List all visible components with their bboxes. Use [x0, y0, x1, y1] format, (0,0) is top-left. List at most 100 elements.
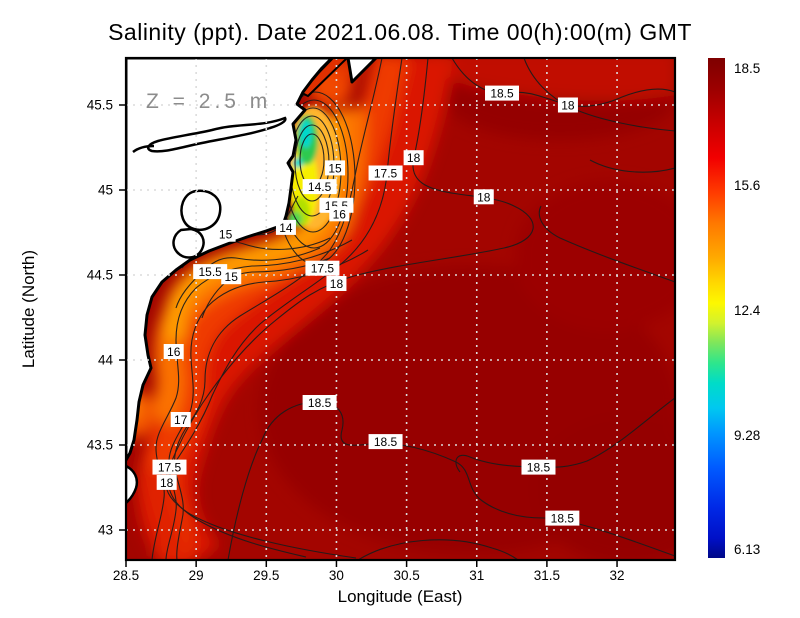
- lagoon-branch: [132, 144, 155, 154]
- lagoon-razelm: [146, 116, 287, 153]
- x-axis: 28.5 29 29.5 30 30.5 31 31.5 32: [113, 560, 625, 583]
- contour-label: 18: [403, 150, 424, 166]
- contour-label-box: [305, 260, 340, 276]
- y-tick-label: 44.5: [87, 268, 113, 283]
- x-axis-title: Longitude (East): [338, 587, 463, 606]
- map-border: [124, 56, 677, 562]
- x-tick-label: 29.5: [253, 568, 279, 583]
- contour-label: 18: [557, 97, 578, 113]
- cape-land: [126, 464, 139, 505]
- contour-label-box: [221, 269, 242, 285]
- contour-label-text: 15: [225, 270, 239, 284]
- contour-label-box: [545, 510, 580, 526]
- contour-label-box: [275, 219, 296, 235]
- contour-label-text: 14: [279, 221, 293, 235]
- x-tick-label: 31: [469, 568, 484, 583]
- contour-label-box: [170, 412, 191, 427]
- contour-label: 18.5: [368, 434, 403, 450]
- y-axis-title: Latitude (North): [19, 250, 38, 368]
- contour-label-text: 18.5: [374, 435, 398, 449]
- y-tick-label: 43: [98, 523, 113, 538]
- coastline-land: [126, 58, 378, 505]
- contour-label-box: [473, 189, 494, 205]
- contour-label: 18.5: [485, 85, 520, 101]
- contour-label-box: [163, 344, 184, 359]
- contour-label: 18.5: [521, 459, 556, 475]
- colorbar-tick-label: 9.28: [734, 428, 760, 443]
- contour-label-box: [193, 264, 228, 280]
- contour-label-box: [152, 459, 187, 475]
- contour-label: 18: [473, 189, 494, 205]
- contour-label-text: 15: [219, 228, 233, 242]
- contour-label-text: 17.5: [374, 167, 398, 181]
- contour-label: 14: [275, 219, 296, 235]
- x-tick-label: 29: [189, 568, 204, 583]
- y-axis: 45.5 45 44.5 44 43.5 43: [87, 98, 126, 538]
- contour-label-box: [302, 395, 337, 410]
- x-tick-label: 30.5: [393, 568, 419, 583]
- colorbar-tick-label: 15.6: [734, 178, 760, 193]
- contour-label-box: [485, 85, 520, 101]
- y-tick-label: 45.5: [87, 98, 113, 113]
- contour-label: 18: [156, 474, 177, 490]
- contour-label-text: 17.5: [158, 461, 182, 475]
- contour-label-text: 17.5: [311, 262, 335, 276]
- contour-label-box: [326, 276, 347, 291]
- contour-label-text: 17: [174, 413, 188, 427]
- colorbar: [708, 58, 725, 558]
- x-tick-label: 28.5: [113, 568, 139, 583]
- contour-label: 17.5: [152, 459, 187, 475]
- contour-label-box: [368, 165, 403, 181]
- plot-title: Salinity (ppt). Date 2021.06.08. Time 00…: [108, 19, 692, 45]
- contour-label: 15: [221, 269, 242, 285]
- contour-label-text: 15: [328, 161, 342, 175]
- contour-label: 17.5: [305, 260, 340, 276]
- colorbar-tick-label: 6.13: [734, 542, 760, 557]
- contour-label-text: 14.5: [308, 180, 332, 194]
- x-tick-label: 31.5: [534, 568, 560, 583]
- contour-label: 15.5: [193, 264, 228, 280]
- sea-salinity-field: [126, 58, 675, 560]
- contour-label-text: 16: [167, 345, 181, 359]
- contour-label-box: [325, 160, 346, 176]
- mainland: [126, 58, 334, 462]
- contour-label: 14.5: [302, 179, 337, 195]
- depth-annotation: Z = 2.5 m: [146, 90, 271, 113]
- contour-label: 18: [326, 276, 347, 291]
- delta-spit: [346, 58, 378, 84]
- colorbar-tick-label: 12.4: [734, 303, 761, 318]
- contour-label-text: 18: [407, 151, 421, 165]
- contour-label-box: [215, 226, 236, 242]
- lagoon-sinoe-south: [172, 227, 205, 259]
- contour-label-text: 18: [330, 277, 344, 291]
- contour-label-box: [557, 97, 578, 113]
- contour-label: 15: [325, 160, 346, 176]
- contour-label-box: [302, 179, 337, 195]
- contour-label-box: [521, 459, 556, 475]
- contour-label-text: 18.5: [551, 512, 575, 526]
- contour-label: 15: [215, 226, 236, 242]
- contour-label-text: 18: [477, 190, 491, 204]
- lagoon-sinoe-north: [180, 189, 222, 231]
- contour-label: 18.5: [545, 510, 580, 526]
- contour-label-text: 16: [333, 207, 347, 221]
- y-tick-label: 45: [98, 183, 113, 198]
- contour-label-box: [403, 150, 424, 166]
- contour-label-text: 18: [160, 476, 174, 490]
- contour-label-text: 18.5: [527, 461, 551, 475]
- x-tick-label: 32: [610, 568, 625, 583]
- contour-label-box: [368, 434, 403, 450]
- contour-label: 17: [170, 412, 191, 427]
- contour-label: 18.5: [302, 395, 337, 410]
- contour-label: 17.5: [368, 165, 403, 181]
- contour-label: 16: [163, 344, 184, 359]
- colorbar-tick-label: 18.5: [734, 61, 760, 76]
- contour-label-box: [156, 474, 177, 490]
- contour-label: 16: [329, 206, 350, 222]
- x-tick-label: 30: [329, 568, 344, 583]
- contour-label-box: [329, 206, 350, 222]
- y-tick-label: 44: [98, 353, 114, 368]
